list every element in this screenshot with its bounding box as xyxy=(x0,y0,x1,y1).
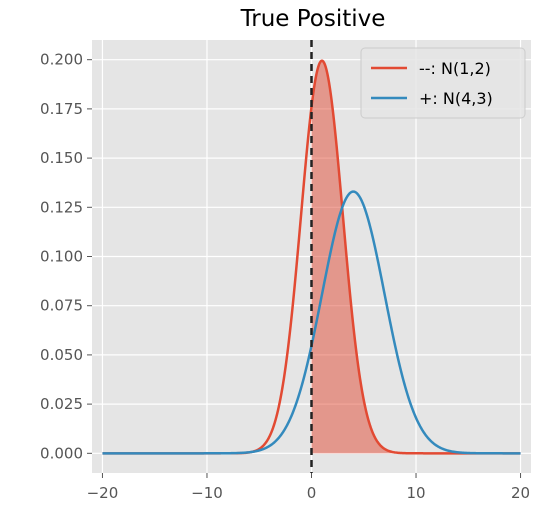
x-tick-label: −20 xyxy=(87,484,119,502)
y-tick-label: 0.000 xyxy=(40,444,83,462)
y-tick-label: 0.025 xyxy=(40,395,83,413)
shaded-area xyxy=(311,60,521,454)
y-tick-label: 0.150 xyxy=(40,149,83,167)
shaded-region-layer xyxy=(311,60,521,454)
x-tick-label: 20 xyxy=(511,484,530,502)
y-tick-label: 0.200 xyxy=(40,51,83,69)
y-axis-ticks: 0.000 0.025 0.050 0.075 0.100 0.125 0.150 0.175… xyxy=(40,51,92,462)
x-axis-ticks: −20 −10 0 10 20 xyxy=(87,473,530,502)
x-tick-label: 0 xyxy=(307,484,317,502)
legend-label-2: +: N(4,3) xyxy=(419,89,493,108)
y-tick-label: 0.050 xyxy=(40,346,83,364)
legend-box xyxy=(360,47,526,119)
legend-label-1: --: N(1,2) xyxy=(419,59,491,78)
legend: --: N(1,2) +: N(4,3) xyxy=(360,47,526,119)
y-tick-label: 0.175 xyxy=(40,100,83,118)
y-tick-label: 0.125 xyxy=(40,198,83,216)
x-tick-label: 10 xyxy=(406,484,425,502)
y-tick-label: 0.100 xyxy=(40,248,83,266)
x-tick-label: −10 xyxy=(191,484,223,502)
chart-title: True Positive xyxy=(240,6,386,32)
y-tick-label: 0.075 xyxy=(40,297,83,315)
